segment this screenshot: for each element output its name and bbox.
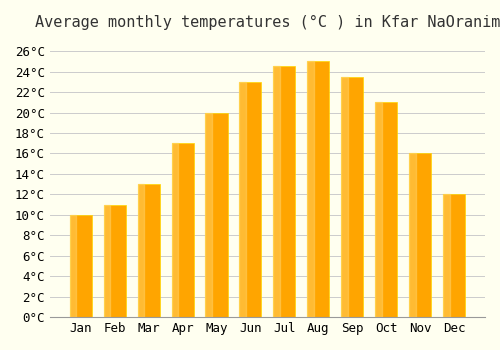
Title: Average monthly temperatures (°C ) in Kfar NaOranim: Average monthly temperatures (°C ) in Kf… bbox=[34, 15, 500, 30]
Bar bbox=[409, 153, 416, 317]
Bar bbox=[443, 194, 450, 317]
Bar bbox=[138, 184, 144, 317]
Bar bbox=[308, 61, 330, 317]
Bar bbox=[104, 205, 110, 317]
Bar bbox=[206, 112, 212, 317]
Bar bbox=[70, 215, 92, 317]
Bar bbox=[138, 184, 160, 317]
Bar bbox=[104, 205, 126, 317]
Bar bbox=[308, 61, 314, 317]
Bar bbox=[375, 102, 398, 317]
Bar bbox=[70, 215, 76, 317]
Bar bbox=[172, 143, 194, 317]
Bar bbox=[375, 102, 382, 317]
Bar bbox=[274, 66, 280, 317]
Bar bbox=[342, 77, 363, 317]
Bar bbox=[240, 82, 246, 317]
Bar bbox=[172, 143, 178, 317]
Bar bbox=[206, 112, 228, 317]
Bar bbox=[240, 82, 262, 317]
Bar bbox=[342, 77, 348, 317]
Bar bbox=[443, 194, 465, 317]
Bar bbox=[274, 66, 295, 317]
Bar bbox=[409, 153, 432, 317]
